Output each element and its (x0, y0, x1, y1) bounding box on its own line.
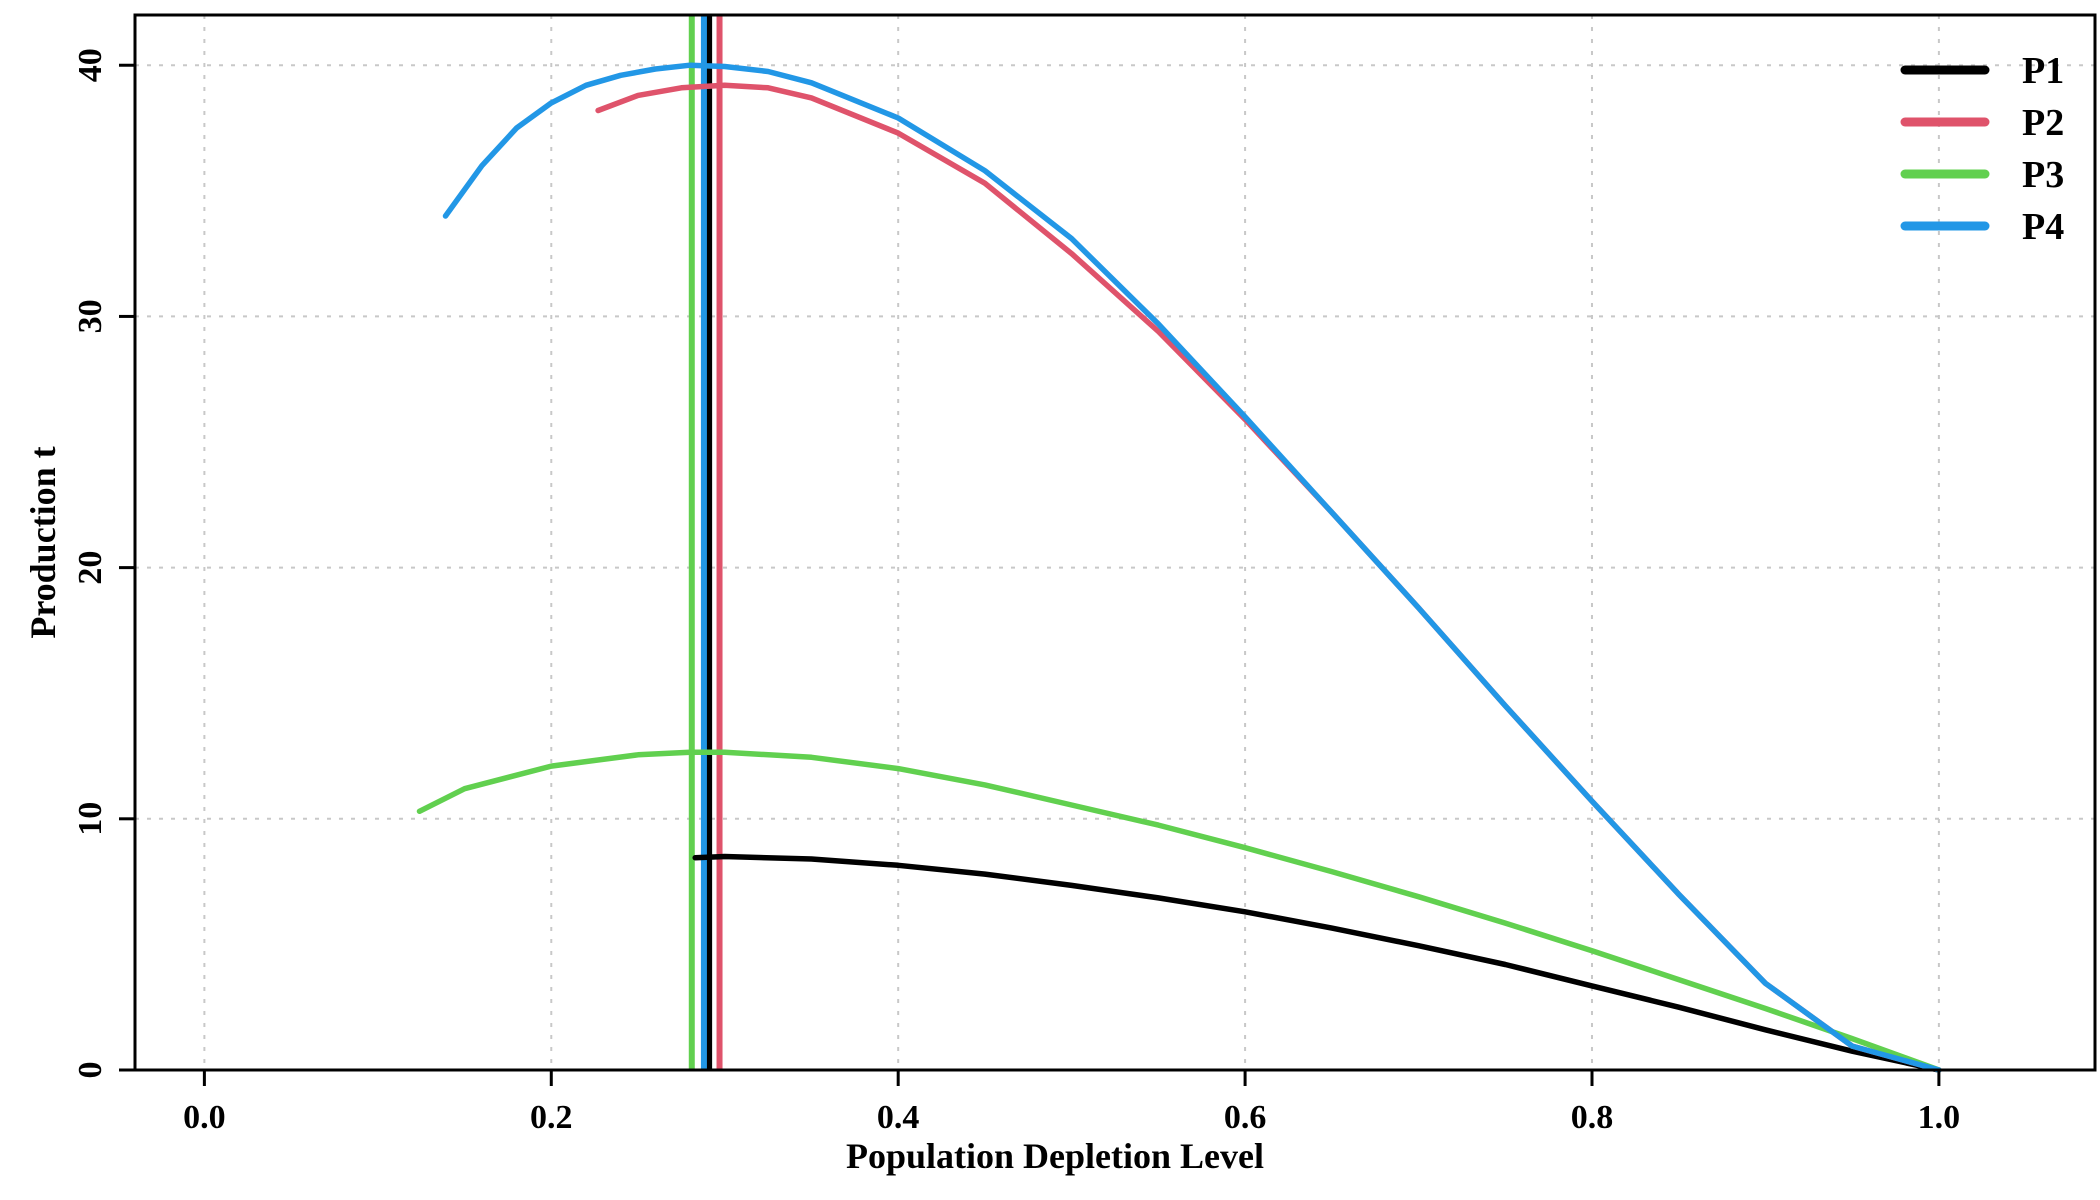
x-axis-title: Population Depletion Level (846, 1136, 1264, 1176)
legend-label-p3: P3 (2022, 154, 2064, 196)
series-lines (416, 62, 1942, 1073)
x-tick-label: 1.0 (1918, 1099, 1961, 1136)
series-line-p2 (595, 82, 1942, 1073)
x-tick-label: 0.0 (183, 1099, 226, 1136)
legend: P1 P2 P3 P4 (1900, 50, 2064, 248)
legend-label-p1: P1 (2022, 50, 2064, 92)
y-tick-label: 40 (72, 48, 109, 82)
reference-lines (688, 15, 723, 1070)
axes: 0.0 0.2 0.4 0.6 0.8 1.0 0 10 20 30 40 (72, 48, 1960, 1136)
series-line-p4 (442, 62, 1942, 1073)
y-tick-label: 30 (72, 299, 109, 333)
x-tick-label: 0.4 (877, 1099, 920, 1136)
y-tick-label: 20 (72, 551, 109, 585)
series-line-p1 (692, 853, 1942, 1073)
x-tick-label: 0.2 (530, 1099, 573, 1136)
y-tick-label: 10 (72, 802, 109, 836)
y-axis-title: Production t (23, 446, 63, 638)
legend-label-p4: P4 (2022, 206, 2064, 248)
legend-label-p2: P2 (2022, 102, 2064, 144)
series-line-p3 (416, 749, 1942, 1073)
y-tick-label: 0 (72, 1062, 109, 1079)
grid-lines (135, 15, 2095, 1071)
plot-frame (133, 13, 2097, 1072)
x-tick-label: 0.8 (1571, 1099, 1614, 1136)
x-tick-label: 0.6 (1224, 1099, 1267, 1136)
